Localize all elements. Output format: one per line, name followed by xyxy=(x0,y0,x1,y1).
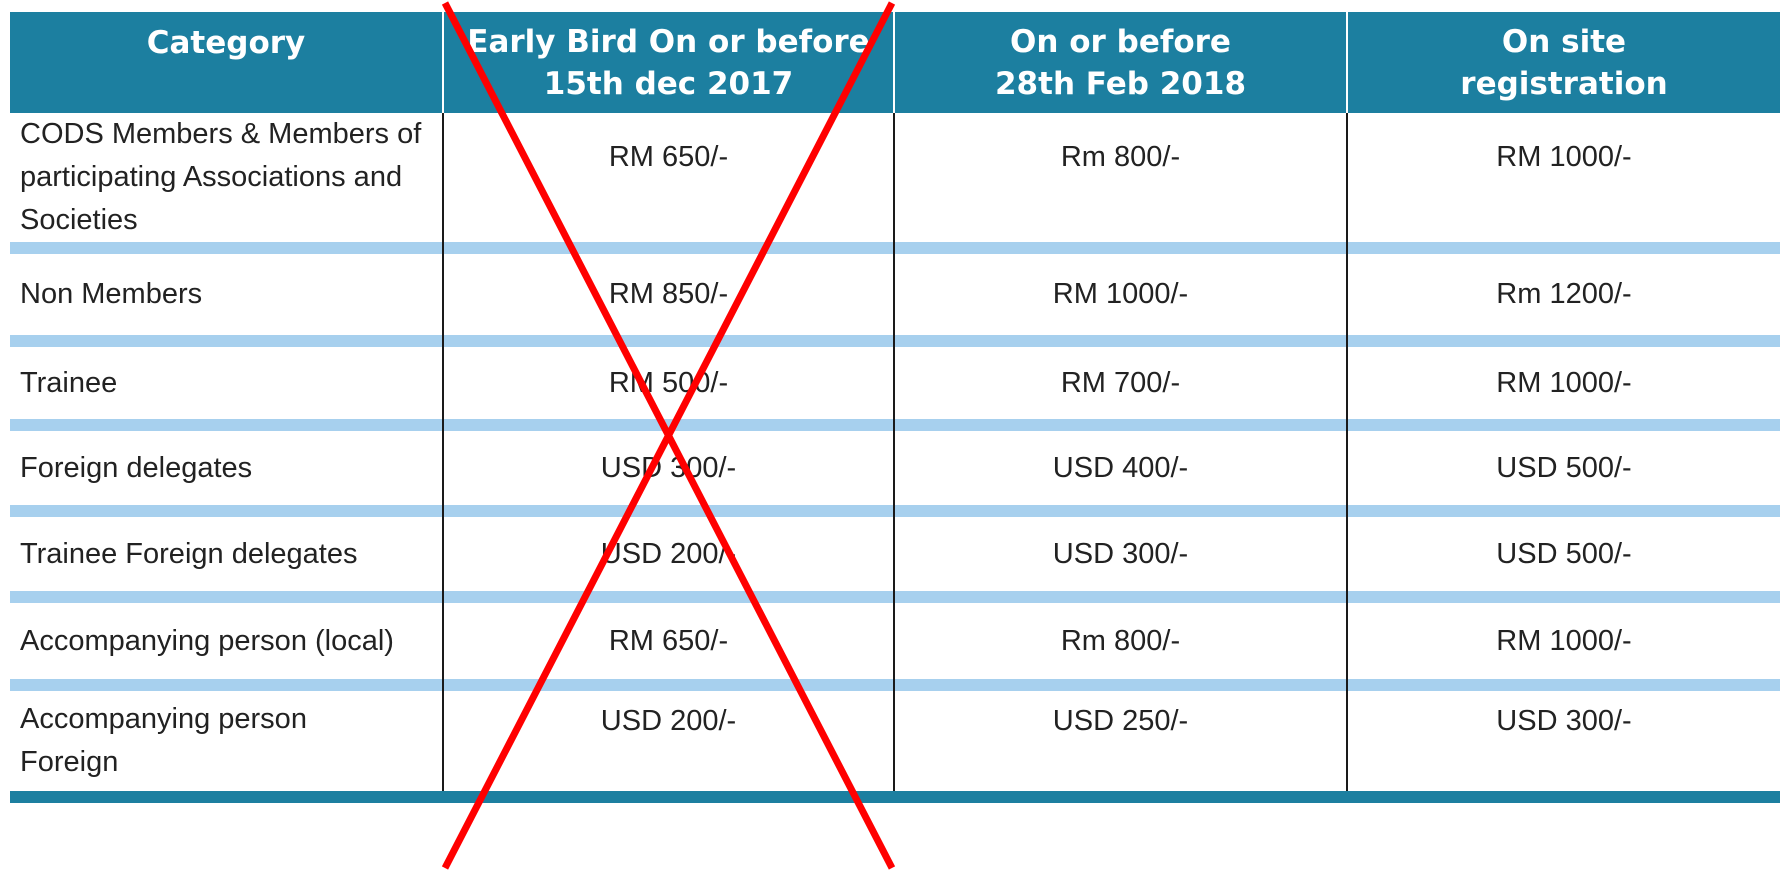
before-feb-price: USD 400/- xyxy=(893,431,1347,505)
header-early-bird: Early Bird On or before 15th dec 2017 xyxy=(442,12,894,113)
early-bird-price: RM 650/- xyxy=(442,113,894,242)
row-separator xyxy=(10,591,1780,603)
before-feb-price: USD 250/- xyxy=(893,691,1347,791)
before-feb-price: Rm 800/- xyxy=(893,113,1347,242)
category-cell: Trainee Foreign delegates xyxy=(20,537,358,570)
row-separator xyxy=(10,505,1780,517)
header-category: Category xyxy=(10,12,443,113)
before-feb-price: USD 300/- xyxy=(893,517,1347,591)
row-separator xyxy=(10,679,1780,691)
category-cell: Accompanying person (local) xyxy=(20,624,394,657)
before-feb-price: RM 1000/- xyxy=(893,254,1347,335)
table-row: Foreign delegates USD 300/- USD 400/- US… xyxy=(10,431,1780,505)
table-row: CODS Members & Members of participating … xyxy=(10,113,1780,242)
row-separator xyxy=(10,242,1780,254)
row-separator xyxy=(10,335,1780,347)
on-site-price: RM 1000/- xyxy=(1346,113,1780,242)
on-site-price: USD 500/- xyxy=(1346,431,1780,505)
early-bird-price: USD 300/- xyxy=(442,431,894,505)
table-row: Trainee RM 500/- RM 700/- RM 1000/- xyxy=(10,347,1780,419)
before-feb-price: Rm 800/- xyxy=(893,603,1347,679)
category-cell: Trainee xyxy=(20,366,118,399)
header-on-site: On site registration xyxy=(1346,12,1780,113)
on-site-price: Rm 1200/- xyxy=(1346,254,1780,335)
category-cell: CODS Members & Members of participating … xyxy=(20,118,422,236)
early-bird-price: USD 200/- xyxy=(442,517,894,591)
early-bird-price: USD 200/- xyxy=(442,691,894,791)
category-cell: Accompanying person Foreign xyxy=(20,703,307,778)
early-bird-price: RM 500/- xyxy=(442,347,894,419)
category-cell: Foreign delegates xyxy=(20,451,253,484)
row-separator xyxy=(10,419,1780,431)
header-before-feb: On or before 28th Feb 2018 xyxy=(893,12,1347,113)
table-row: Non Members RM 850/- RM 1000/- Rm 1200/- xyxy=(10,254,1780,335)
on-site-price: RM 1000/- xyxy=(1346,603,1780,679)
table-row: Trainee Foreign delegates USD 200/- USD … xyxy=(10,517,1780,591)
on-site-price: USD 300/- xyxy=(1346,691,1780,791)
category-cell: Non Members xyxy=(20,278,203,310)
table-bottom-border xyxy=(10,791,1780,803)
early-bird-price: RM 650/- xyxy=(442,603,894,679)
registration-fee-table-wrap: Category Early Bird On or before 15th de… xyxy=(10,12,1780,803)
table-row: Accompanying person (local) RM 650/- Rm … xyxy=(10,603,1780,679)
before-feb-price: RM 700/- xyxy=(893,347,1347,419)
registration-fee-table: Category Early Bird On or before 15th de… xyxy=(10,12,1780,803)
header-row: Category Early Bird On or before 15th de… xyxy=(10,12,1780,113)
early-bird-price: RM 850/- xyxy=(442,254,894,335)
on-site-price: RM 1000/- xyxy=(1346,347,1780,419)
on-site-price: USD 500/- xyxy=(1346,517,1780,591)
table-row: Accompanying person Foreign USD 200/- US… xyxy=(10,691,1780,791)
